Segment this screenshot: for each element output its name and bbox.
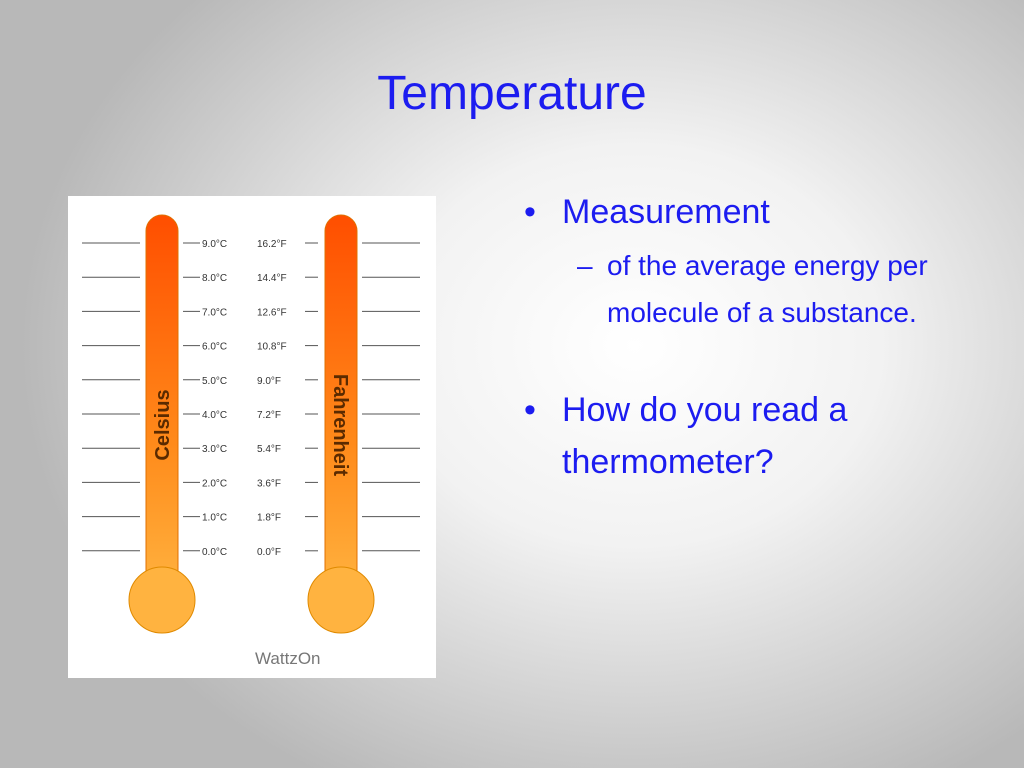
fahrenheit-label: 3.6°F (257, 478, 281, 489)
fahrenheit-label: 10.8°F (257, 342, 287, 353)
fahrenheit-label: 12.6°F (257, 307, 287, 318)
celsius-label: 6.0°C (202, 342, 227, 353)
celsius-caption: Celsius (152, 389, 174, 460)
celsius-label: 2.0°C (202, 478, 227, 489)
sub-bullet: of the average energy per molecule of a … (577, 242, 967, 336)
bullet: Measurement (524, 186, 932, 238)
fahrenheit-label: 0.0°F (257, 547, 281, 558)
fahrenheit-label: 9.0°F (257, 376, 281, 387)
celsius-label: 1.0°C (202, 513, 227, 524)
fahrenheit-label: 14.4°F (257, 273, 287, 284)
fahrenheit-bulb (307, 566, 375, 634)
celsius-label: 8.0°C (202, 273, 227, 284)
fahrenheit-label: 16.2°F (257, 239, 287, 250)
fahrenheit-label: 1.8°F (257, 513, 281, 524)
bullet: How do you read a thermometer? (524, 384, 932, 488)
celsius-label: 9.0°C (202, 239, 227, 250)
fahrenheit-label: 5.4°F (257, 444, 281, 455)
celsius-bulb (128, 566, 196, 634)
celsius-label: 7.0°C (202, 307, 227, 318)
celsius-label: 0.0°C (202, 547, 227, 558)
figure-background (68, 196, 436, 678)
slide-title: Temperature (377, 67, 647, 120)
fahrenheit-caption: Fahrenheit (329, 374, 351, 477)
logo: WattzOn (255, 649, 321, 668)
celsius-label: 5.0°C (202, 376, 227, 387)
celsius-label: 4.0°C (202, 410, 227, 421)
fahrenheit-label: 7.2°F (257, 410, 281, 421)
celsius-label: 3.0°C (202, 444, 227, 455)
thermometer-figure: 9.0°C 16.2°F 8.0°C 14.4°F 7.0°C 12.6°F 6.0°C 10… (68, 196, 436, 678)
